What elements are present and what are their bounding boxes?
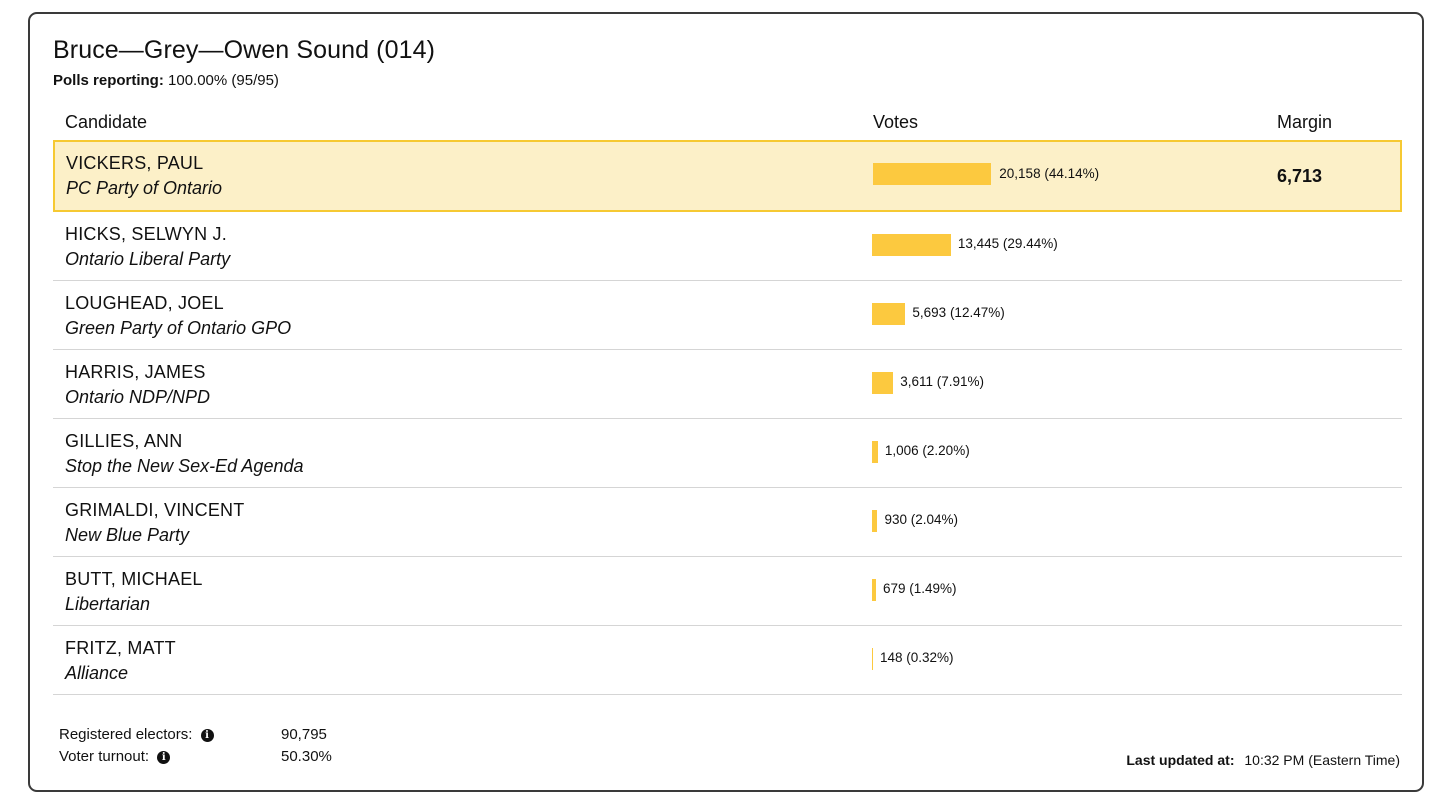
candidate-name: HARRIS, JAMES bbox=[65, 362, 206, 382]
table-row: HICKS, SELWYN J. Ontario Liberal Party 13,… bbox=[53, 212, 1402, 281]
margin-value: 6,713 bbox=[1277, 166, 1323, 186]
candidate-name: BUTT, MICHAEL bbox=[65, 569, 203, 589]
header-candidate: Candidate bbox=[65, 112, 148, 132]
table-row: GRIMALDI, VINCENT New Blue Party 930 (2.04… bbox=[53, 488, 1402, 557]
voter-turnout-label: Voter turnout: bbox=[59, 748, 150, 765]
results-card: Bruce—Grey—Owen Sound (014) Polls report… bbox=[28, 12, 1424, 792]
candidate-name: HICKS, SELWYN J. bbox=[65, 224, 227, 244]
vote-share-bar bbox=[872, 234, 951, 256]
vote-share-bar bbox=[872, 510, 878, 532]
vote-share-bar bbox=[872, 441, 878, 463]
vote-count: 679 (1.49%) bbox=[882, 581, 957, 596]
header-votes: Votes bbox=[873, 112, 919, 132]
polls-reporting-label: Polls reporting: bbox=[53, 72, 164, 89]
table-row: HARRIS, JAMES Ontario NDP/NPD 3,611 (7.91%… bbox=[53, 350, 1402, 419]
vote-share-bar bbox=[872, 648, 873, 670]
candidate-party: New Blue Party bbox=[65, 525, 190, 545]
candidate-name: VICKERS, PAUL bbox=[66, 153, 204, 173]
candidate-party: Alliance bbox=[65, 663, 129, 683]
vote-share-bar bbox=[872, 303, 906, 325]
candidate-party: Ontario Liberal Party bbox=[65, 249, 231, 269]
vote-count: 930 (2.04%) bbox=[884, 512, 958, 527]
candidate-party: Libertarian bbox=[65, 594, 151, 614]
last-updated-value: 10:32 PM (Eastern Time) bbox=[1244, 752, 1400, 768]
vote-count: 3,611 (7.91%) bbox=[900, 374, 984, 389]
vote-share-bar bbox=[873, 163, 992, 185]
candidate-name: GRIMALDI, VINCENT bbox=[65, 500, 245, 520]
table-row: GILLIES, ANN Stop the New Sex-Ed Agenda 1,… bbox=[53, 419, 1402, 488]
vote-count: 1,006 (2.20%) bbox=[884, 443, 970, 458]
candidate-name: LOUGHEAD, JOEL bbox=[65, 293, 224, 313]
vote-count: 148 (0.32%) bbox=[880, 650, 954, 665]
table-row: BUTT, MICHAEL Libertarian 679 (1.49%) bbox=[53, 557, 1402, 626]
table-header: Candidate Votes Margin bbox=[53, 108, 1402, 140]
candidate-name: FRITZ, MATT bbox=[65, 638, 176, 658]
table-body: VICKERS, PAUL PC Party of Ontario 20,158 (… bbox=[53, 140, 1402, 695]
results-table: Candidate Votes Margin VICKERS, PAUL PC P… bbox=[53, 108, 1402, 695]
table-row: LOUGHEAD, JOEL Green Party of Ontario GPO… bbox=[53, 281, 1402, 350]
polls-reporting: Polls reporting: 100.00% (95/95) bbox=[53, 72, 279, 89]
vote-share-bar bbox=[872, 372, 894, 394]
registered-electors-label: Registered electors: bbox=[59, 726, 193, 743]
info-icon[interactable]: i bbox=[200, 729, 214, 742]
last-updated-label: Last updated at: bbox=[1126, 752, 1235, 768]
candidate-party: Green Party of Ontario GPO bbox=[65, 318, 292, 338]
vote-count: 13,445 (29.44%) bbox=[957, 236, 1058, 251]
polls-reporting-value: 100.00% (95/95) bbox=[168, 72, 279, 89]
vote-share-bar bbox=[872, 579, 876, 601]
table-row: FRITZ, MATT Alliance 148 (0.32%) bbox=[53, 626, 1402, 695]
candidate-party: PC Party of Ontario bbox=[66, 178, 223, 198]
registered-electors-value: 90,795 bbox=[281, 726, 327, 743]
vote-count: 20,158 (44.14%) bbox=[999, 166, 1100, 181]
info-icon[interactable]: i bbox=[157, 751, 171, 764]
header-margin: Margin bbox=[1277, 112, 1333, 132]
vote-count: 5,693 (12.47%) bbox=[912, 305, 1005, 320]
table-row: VICKERS, PAUL PC Party of Ontario 20,158 (… bbox=[53, 140, 1402, 212]
candidate-name: GILLIES, ANN bbox=[65, 431, 183, 451]
voter-turnout-value: 50.30% bbox=[281, 748, 332, 765]
candidate-party: Stop the New Sex-Ed Agenda bbox=[65, 456, 304, 476]
last-updated: Last updated at: 10:32 PM (Eastern Time) bbox=[1126, 752, 1400, 768]
riding-title: Bruce—Grey—Owen Sound (014) bbox=[53, 36, 436, 64]
candidate-party: Ontario NDP/NPD bbox=[65, 387, 211, 407]
